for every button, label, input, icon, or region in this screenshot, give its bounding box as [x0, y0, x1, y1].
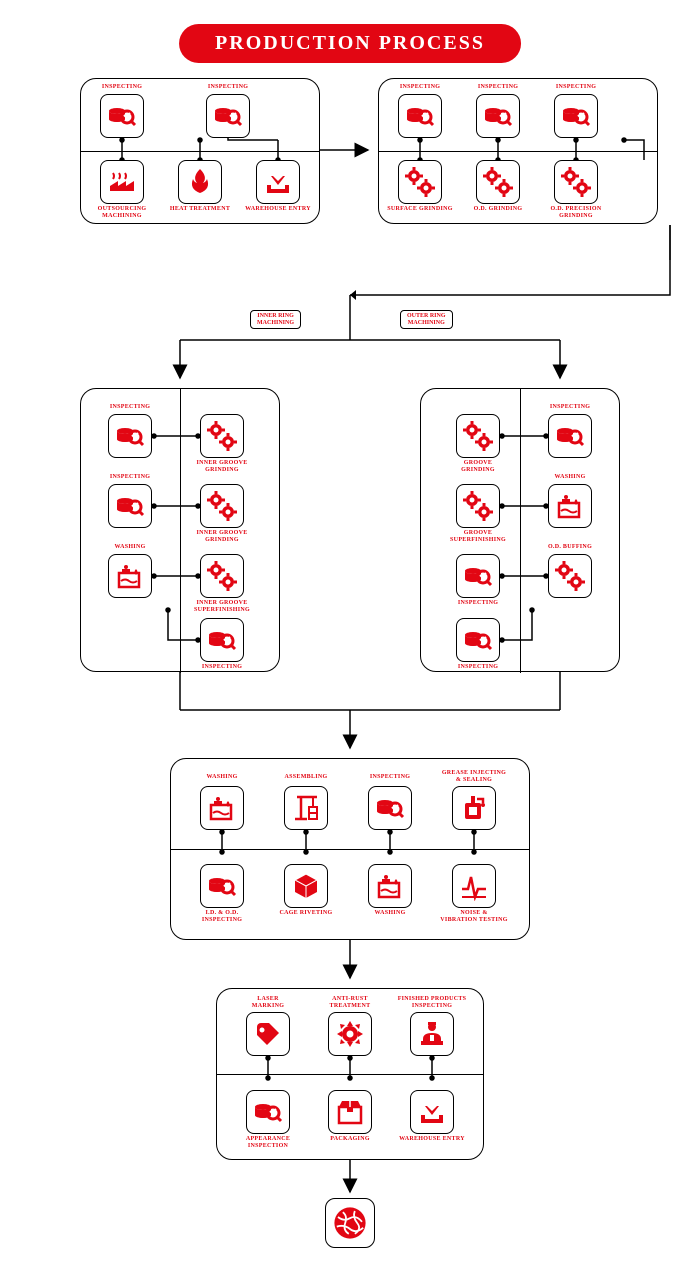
- node-cage: [284, 864, 328, 908]
- node-assembling: [284, 786, 328, 830]
- node-groove-grind: [456, 414, 500, 458]
- label: INNER GROOVEGRINDING: [188, 460, 256, 474]
- label: APPEARANCEINSPECTION: [234, 1136, 302, 1150]
- node-washing: [368, 864, 412, 908]
- node-noise: [452, 864, 496, 908]
- label: INSPECTING: [468, 84, 528, 91]
- label: INSPECTING: [546, 84, 606, 91]
- label: SURFACE GRINDING: [384, 206, 456, 213]
- label: INSPECTING: [198, 84, 258, 91]
- label: WASHING: [100, 544, 160, 551]
- node-finished: [410, 1012, 454, 1056]
- chip-inner-ring: INNER RINGMACHINING: [250, 310, 301, 329]
- node-grease: [452, 786, 496, 830]
- node-od-grind: [476, 160, 520, 204]
- label: O.D. PRECISIONGRINDING: [540, 206, 612, 220]
- label: INSPECTING: [100, 474, 160, 481]
- label: INNER GROOVEGRINDING: [188, 530, 256, 544]
- node-inner-groove-grind: [200, 484, 244, 528]
- node-surface: [398, 160, 442, 204]
- label: WAREHOUSE ENTRY: [396, 1136, 468, 1143]
- node-groove-super: [456, 484, 500, 528]
- page-title: PRODUCTION PROCESS: [179, 24, 521, 63]
- node-inspecting: [368, 786, 412, 830]
- label: INSPECTING: [92, 84, 152, 91]
- node-washing: [200, 786, 244, 830]
- label: ASSEMBLING: [274, 774, 338, 781]
- label: INSPECTING: [192, 664, 252, 671]
- label: INSPECTING: [448, 600, 508, 607]
- label: NOISE &VIBRATION TESTING: [438, 910, 510, 924]
- node-inner-groove-grind: [200, 414, 244, 458]
- label: WAREHOUSE ENTRY: [242, 206, 314, 213]
- label: GROOVESUPERFINISHING: [442, 530, 514, 544]
- node-inspecting: [398, 94, 442, 138]
- node-od-prec: [554, 160, 598, 204]
- label: GROOVEGRINDING: [446, 460, 510, 474]
- label: WASHING: [360, 910, 420, 917]
- node-outsourcing: [100, 160, 144, 204]
- node-inner-groove-super: [200, 554, 244, 598]
- label: LASERMARKING: [238, 996, 298, 1010]
- label: I.D. & O.D.INSPECTING: [190, 910, 254, 924]
- node-antirust: [328, 1012, 372, 1056]
- node-packaging: [328, 1090, 372, 1134]
- node-inspecting: [456, 554, 500, 598]
- node-inspecting: [108, 414, 152, 458]
- node-od-buff: [548, 554, 592, 598]
- node-idod: [200, 864, 244, 908]
- label: ANTI-RUSTTREATMENT: [318, 996, 382, 1010]
- node-warehouse: [410, 1090, 454, 1134]
- label: O.D. BUFFING: [540, 544, 600, 551]
- node-inspecting: [100, 94, 144, 138]
- node-inspecting: [554, 94, 598, 138]
- label: INNER GROOVESUPERFINISHING: [186, 600, 258, 614]
- label: GREASE INJECTING& SEALING: [436, 770, 512, 784]
- label: INSPECTING: [360, 774, 420, 781]
- label: WASHING: [540, 474, 600, 481]
- node-laser: [246, 1012, 290, 1056]
- node-warehouse: [256, 160, 300, 204]
- label: WASHING: [192, 774, 252, 781]
- label: INSPECTING: [100, 404, 160, 411]
- label: INSPECTING: [448, 664, 508, 671]
- node-inspecting: [456, 618, 500, 662]
- node-heat: [178, 160, 222, 204]
- node-inspecting: [108, 484, 152, 528]
- label: OUTSOURCINGMACHINING: [88, 206, 156, 220]
- node-washing: [548, 484, 592, 528]
- label: FINISHED PRODUCTSINSPECTING: [392, 996, 472, 1010]
- node-inspecting: [200, 618, 244, 662]
- node-globe: [325, 1198, 375, 1248]
- label: CAGE RIVETING: [272, 910, 340, 917]
- label: HEAT TREATMENT: [164, 206, 236, 213]
- node-inspecting: [476, 94, 520, 138]
- label: INSPECTING: [390, 84, 450, 91]
- chip-outer-ring: OUTER RINGMACHINING: [400, 310, 453, 329]
- node-inspecting: [206, 94, 250, 138]
- label: O.D. GRINDING: [462, 206, 534, 213]
- label: INSPECTING: [540, 404, 600, 411]
- node-appearance: [246, 1090, 290, 1134]
- node-washing: [108, 554, 152, 598]
- node-inspecting: [548, 414, 592, 458]
- diagram-root: PRODUCTION PROCESS: [0, 0, 700, 1261]
- label: PACKAGING: [320, 1136, 380, 1143]
